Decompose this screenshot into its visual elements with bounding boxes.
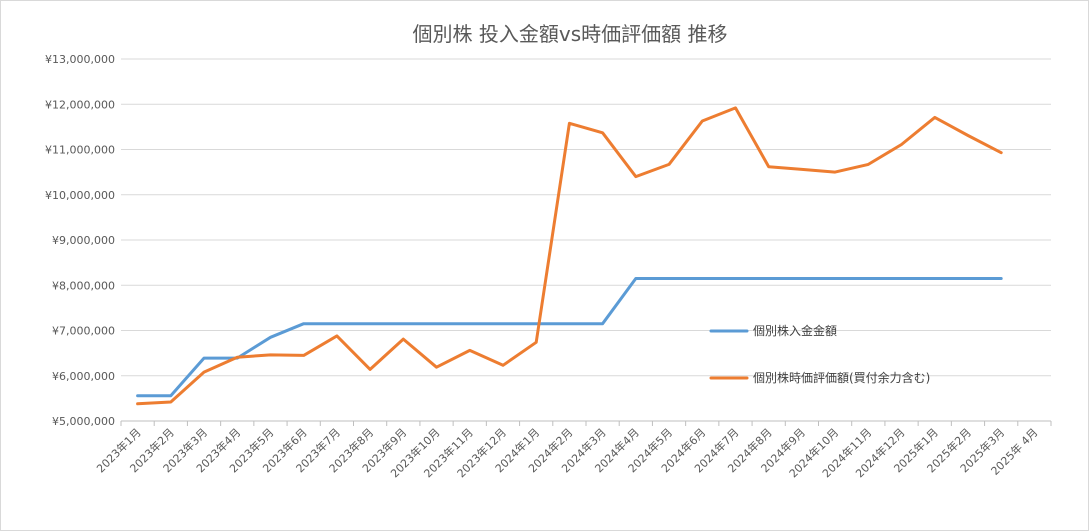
- y-tick-label: ¥11,000,000: [45, 144, 115, 157]
- data-point: [966, 276, 970, 280]
- data-point: [700, 119, 704, 123]
- legend-label: 個別株時価評価額(買付余力含む): [753, 370, 930, 385]
- data-point: [733, 106, 737, 110]
- data-point: [435, 322, 439, 326]
- data-point: [368, 367, 372, 371]
- data-point: [800, 276, 804, 280]
- data-point: [700, 276, 704, 280]
- data-point: [401, 322, 405, 326]
- legend-label: 個別株入金金額: [753, 323, 837, 338]
- data-point: [767, 276, 771, 280]
- data-point: [501, 322, 505, 326]
- data-point: [202, 370, 206, 374]
- y-tick-label: ¥13,000,000: [45, 53, 115, 66]
- data-point: [169, 394, 173, 398]
- y-tick-label: ¥9,000,000: [52, 234, 115, 247]
- data-point: [302, 353, 306, 357]
- data-point: [268, 353, 272, 357]
- data-point: [169, 400, 173, 404]
- data-point: [202, 356, 206, 360]
- data-point: [468, 348, 472, 352]
- data-point: [401, 337, 405, 341]
- data-point: [966, 133, 970, 137]
- data-point: [268, 335, 272, 339]
- series-line-2: [136, 106, 1003, 406]
- data-point: [368, 322, 372, 326]
- data-point: [335, 334, 339, 338]
- data-point: [866, 162, 870, 166]
- gridlines: [121, 58, 1051, 422]
- y-tick-label: ¥7,000,000: [52, 325, 115, 338]
- data-point: [900, 143, 904, 147]
- data-point: [800, 167, 804, 171]
- data-point: [999, 276, 1003, 280]
- data-point: [501, 363, 505, 367]
- y-tick-label: ¥5,000,000: [52, 415, 115, 428]
- y-tick-label: ¥6,000,000: [52, 370, 115, 383]
- data-point: [933, 115, 937, 119]
- data-point: [601, 131, 605, 135]
- data-point: [567, 322, 571, 326]
- data-point: [833, 276, 837, 280]
- data-point: [601, 322, 605, 326]
- data-point: [567, 121, 571, 125]
- series-line-1: [136, 277, 1003, 398]
- data-point: [534, 340, 538, 344]
- data-point: [302, 322, 306, 326]
- data-point: [634, 175, 638, 179]
- data-point: [335, 322, 339, 326]
- y-tick-label: ¥10,000,000: [45, 189, 115, 202]
- data-point: [468, 322, 472, 326]
- data-point: [667, 162, 671, 166]
- data-point: [999, 151, 1003, 155]
- data-point: [667, 276, 671, 280]
- data-point: [900, 276, 904, 280]
- data-point: [136, 402, 140, 406]
- data-point: [136, 394, 140, 398]
- series-lines: [136, 106, 1003, 406]
- y-tick-label: ¥12,000,000: [45, 98, 115, 111]
- data-point: [235, 355, 239, 359]
- data-point: [833, 170, 837, 174]
- data-point: [435, 365, 439, 369]
- data-point: [933, 276, 937, 280]
- data-point: [733, 276, 737, 280]
- y-tick-label: ¥8,000,000: [52, 279, 115, 292]
- data-point: [866, 276, 870, 280]
- data-point: [634, 276, 638, 280]
- chart-title: 個別株 投入金額vs時価評価額 推移: [413, 22, 728, 46]
- data-point: [767, 165, 771, 169]
